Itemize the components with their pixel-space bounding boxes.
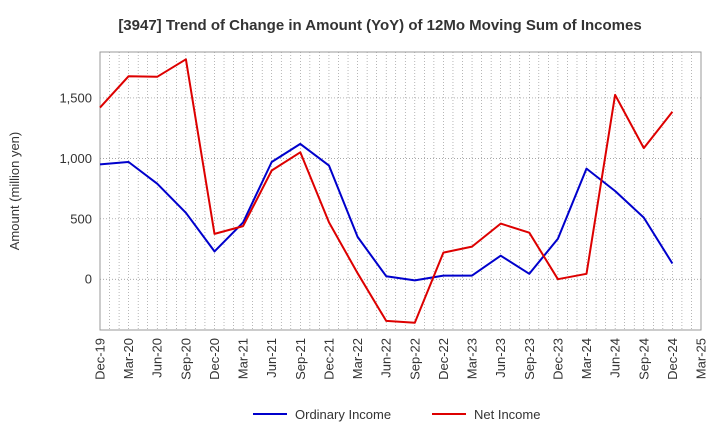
y-tick-label: 500 <box>70 211 92 226</box>
x-tick-label: Jun-22 <box>379 338 394 378</box>
legend-label: Net Income <box>474 407 540 422</box>
x-tick-label: Mar-23 <box>465 338 480 379</box>
x-tick-label: Sep-24 <box>636 338 651 380</box>
y-tick-label: 1,500 <box>59 90 92 105</box>
x-axis-ticks: Dec-19 Mar-20 Jun-20 Sep-20 Dec-20 Mar-21 Jun-… <box>93 338 709 380</box>
y-axis-label: Amount (million yen) <box>7 132 22 251</box>
x-tick-label: Jun-24 <box>608 338 623 378</box>
series-line-ordinary-income <box>99 142 674 282</box>
x-tick-label: Sep-23 <box>522 338 537 380</box>
grid <box>99 52 702 330</box>
legend: Ordinary Income Net Income <box>253 407 540 422</box>
y-tick-label: 0 <box>85 272 92 287</box>
x-tick-label: Mar-25 <box>694 338 709 379</box>
x-tick-label: Jun-20 <box>150 338 165 378</box>
y-tick-label: 1,000 <box>59 151 92 166</box>
x-tick-label: Sep-21 <box>293 338 308 380</box>
x-tick-label: Sep-20 <box>178 338 193 380</box>
x-tick-label: Dec-23 <box>550 338 565 380</box>
x-tick-label: Mar-24 <box>579 338 594 379</box>
x-tick-label: Dec-22 <box>436 338 451 380</box>
x-tick-label: Dec-21 <box>321 338 336 380</box>
x-tick-label: Mar-22 <box>350 338 365 379</box>
x-tick-label: Dec-19 <box>93 338 108 380</box>
x-tick-label: Mar-20 <box>121 338 136 379</box>
x-tick-label: Dec-24 <box>665 338 680 380</box>
series-line-net-income <box>99 58 674 324</box>
plot-area <box>99 51 702 331</box>
x-tick-label: Jun-23 <box>493 338 508 378</box>
x-tick-label: Sep-22 <box>407 338 422 380</box>
x-tick-label: Jun-21 <box>264 338 279 378</box>
series-layer <box>99 58 674 324</box>
y-axis-ticks: 0 500 1,000 1,500 <box>59 90 92 286</box>
chart-title: [3947] Trend of Change in Amount (YoY) o… <box>118 17 641 34</box>
x-tick-label: Mar-21 <box>236 338 251 379</box>
x-tick-label: Dec-20 <box>207 338 222 380</box>
legend-label: Ordinary Income <box>295 407 391 422</box>
